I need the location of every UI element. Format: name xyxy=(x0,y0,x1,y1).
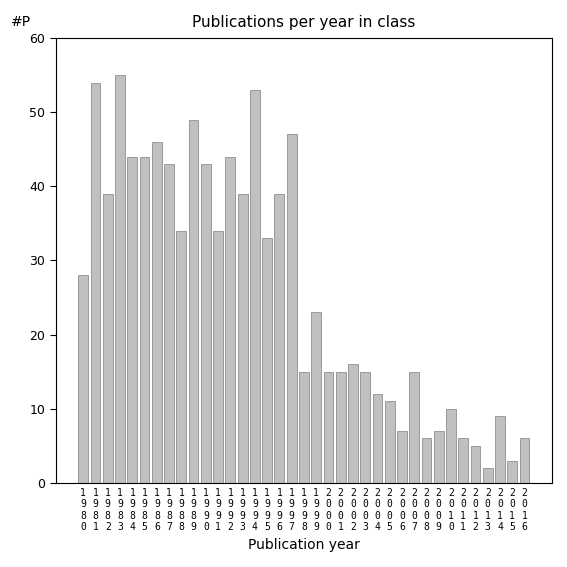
Bar xyxy=(483,468,493,483)
Bar xyxy=(446,409,456,483)
Bar xyxy=(213,231,223,483)
Bar xyxy=(311,312,321,483)
Bar xyxy=(250,90,260,483)
Bar xyxy=(373,394,382,483)
Bar xyxy=(238,194,248,483)
Title: Publications per year in class: Publications per year in class xyxy=(192,15,416,30)
Bar xyxy=(226,156,235,483)
Bar xyxy=(385,401,395,483)
Bar xyxy=(262,238,272,483)
Bar xyxy=(324,371,333,483)
Bar xyxy=(201,164,211,483)
Bar xyxy=(287,134,297,483)
Bar xyxy=(176,231,186,483)
Y-axis label: #P: #P xyxy=(11,15,31,29)
Bar xyxy=(164,164,174,483)
Bar xyxy=(495,416,505,483)
Bar xyxy=(434,431,443,483)
Bar xyxy=(274,194,284,483)
Bar xyxy=(471,446,480,483)
X-axis label: Publication year: Publication year xyxy=(248,538,360,552)
Bar xyxy=(152,142,162,483)
Bar xyxy=(409,371,419,483)
Bar xyxy=(348,364,358,483)
Bar xyxy=(397,431,407,483)
Bar xyxy=(139,156,150,483)
Bar xyxy=(360,371,370,483)
Bar xyxy=(128,156,137,483)
Bar xyxy=(458,438,468,483)
Bar xyxy=(78,275,88,483)
Bar xyxy=(336,371,345,483)
Bar xyxy=(299,371,309,483)
Bar xyxy=(91,83,100,483)
Bar xyxy=(189,120,198,483)
Bar xyxy=(103,194,113,483)
Bar xyxy=(507,460,517,483)
Bar xyxy=(519,438,530,483)
Bar xyxy=(115,75,125,483)
Bar xyxy=(422,438,431,483)
